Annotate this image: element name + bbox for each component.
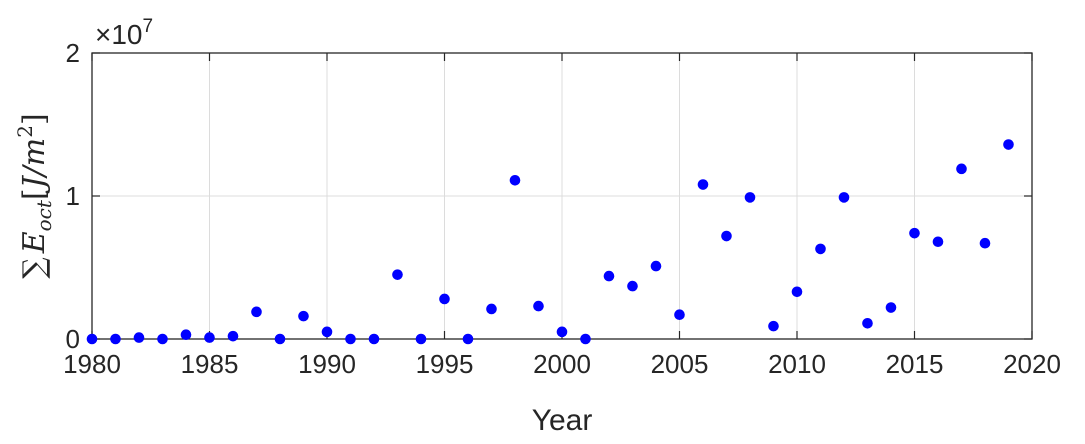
grid-lines	[91, 52, 1033, 340]
data-point	[180, 329, 192, 341]
data-point	[979, 237, 991, 249]
data-point	[204, 332, 215, 343]
data-point	[556, 326, 568, 338]
data-point	[439, 293, 450, 305]
data-point	[885, 302, 897, 313]
data-point	[862, 317, 873, 329]
data-point	[815, 243, 826, 255]
x-tick-labels: 1980 1985 1990 1995 2000 2005 2010 2015 2020	[63, 349, 1061, 379]
data-point	[392, 269, 403, 280]
x-tick-label: 1980	[63, 349, 121, 379]
data-point	[110, 333, 121, 345]
data-point	[486, 303, 497, 315]
data-point	[838, 192, 850, 203]
y-multiplier-exponent: 7	[143, 16, 154, 37]
data-points	[86, 139, 1014, 345]
data-point	[415, 333, 427, 345]
data-point	[157, 333, 168, 345]
data-point	[580, 333, 591, 345]
y-tick-labels: 0 1 2	[66, 38, 80, 354]
y-tick-label: 0	[66, 324, 80, 354]
x-tick-label: 2000	[533, 349, 591, 379]
data-point	[298, 310, 309, 322]
x-tick-label: 1990	[298, 349, 356, 379]
x-tick-label: 2020	[1003, 349, 1061, 379]
data-point	[274, 333, 286, 345]
data-point	[627, 280, 638, 292]
data-point	[909, 227, 920, 239]
data-point	[697, 179, 709, 190]
data-point	[768, 320, 779, 332]
data-point	[462, 333, 474, 345]
x-tick-label: 1995	[416, 349, 474, 379]
y-axis-title: ∑Eoct[J/m2]	[13, 113, 56, 278]
data-point	[321, 326, 333, 338]
data-point	[956, 163, 967, 175]
x-tick-label: 2015	[886, 349, 944, 379]
data-point	[133, 332, 145, 343]
data-point	[368, 333, 380, 345]
data-point	[345, 333, 356, 345]
y-multiplier-label: ×107	[95, 16, 153, 50]
x-tick-label: 2005	[651, 349, 709, 379]
y-tick-label: 1	[66, 181, 80, 211]
x-tick-label: 2010	[768, 349, 826, 379]
data-point	[603, 270, 615, 282]
data-point	[251, 306, 262, 318]
data-point	[674, 309, 685, 320]
data-point	[509, 174, 521, 186]
data-point	[744, 192, 756, 203]
data-point	[1003, 139, 1014, 150]
data-point	[932, 236, 944, 248]
data-point	[791, 286, 803, 298]
data-point	[533, 300, 544, 312]
data-point	[86, 333, 98, 345]
data-point	[227, 330, 239, 342]
x-axis-title: Year	[532, 404, 593, 437]
data-point	[721, 230, 732, 242]
y-tick-label: 2	[66, 38, 80, 68]
data-point	[650, 260, 662, 272]
x-tick-label: 1985	[181, 349, 239, 379]
